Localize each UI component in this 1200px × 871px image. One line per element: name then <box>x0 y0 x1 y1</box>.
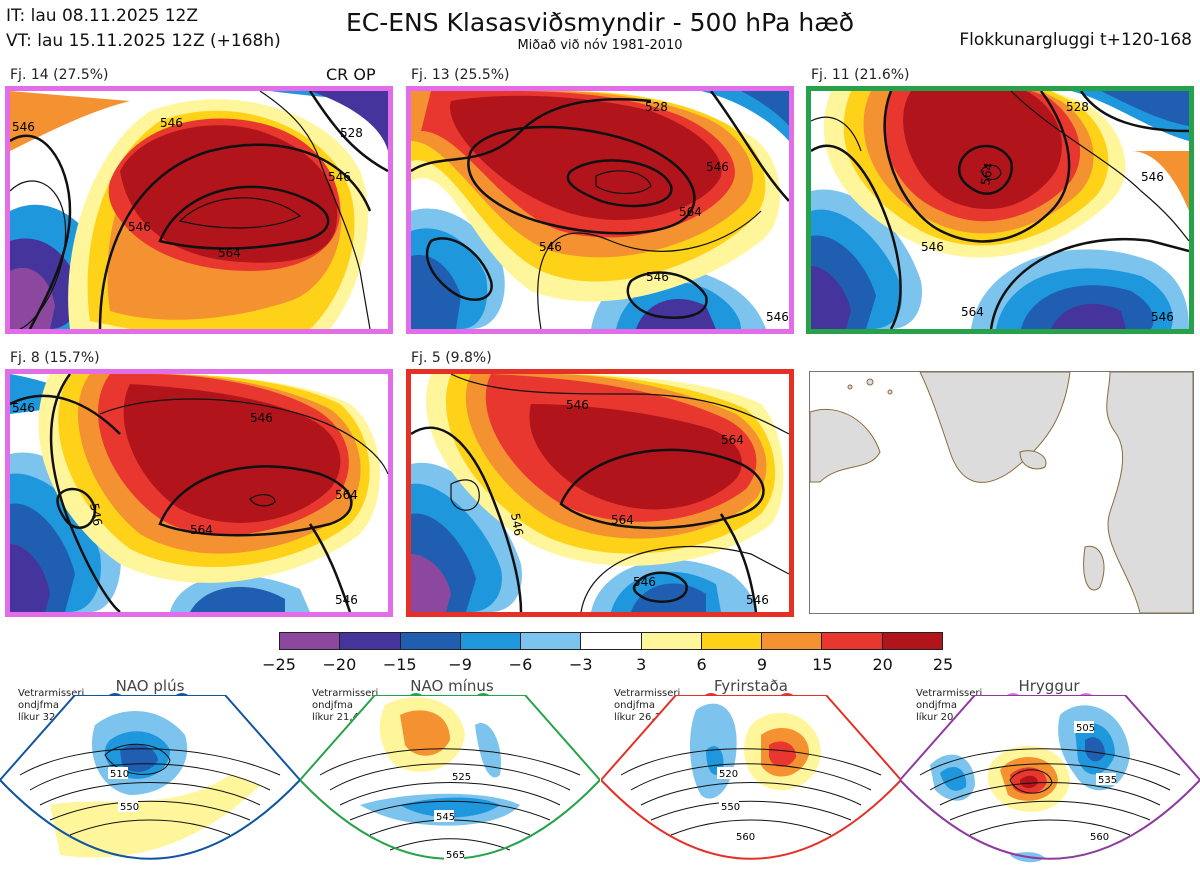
contour-label: 546 <box>921 240 944 254</box>
colorbar-tick-label: −15 <box>382 655 417 674</box>
contour-label: 546 <box>1141 170 1164 184</box>
contour-label: 525 <box>452 772 471 783</box>
regime-map-4: 505 535 560 <box>900 695 1200 863</box>
cluster-map-1: 546 546 546 564 528 546 <box>5 86 393 334</box>
colorbar-tick-label: 25 <box>932 655 954 674</box>
colorbar-tick-label: −25 <box>262 655 296 674</box>
colorbar-tick-label: −6 <box>508 655 533 674</box>
contour-label: 546 <box>766 310 789 324</box>
colorbar-segment <box>340 633 401 649</box>
contour-label: 564 <box>679 205 702 219</box>
contour-label: 546 <box>335 593 358 607</box>
contour-label: 546 <box>12 401 35 415</box>
contour-label: 535 <box>1098 775 1117 786</box>
contour-label: 528 <box>645 100 668 114</box>
cluster-map-2: 546 528 564 546 546 546 <box>406 86 794 334</box>
colorbar-tick-label: 15 <box>812 655 833 674</box>
contour-label: 528 <box>1066 100 1089 114</box>
contour-label: 550 <box>120 802 139 813</box>
cluster-label-3: Fj. 11 (21.6%) <box>811 67 910 83</box>
regime-title-2: NAO mínus <box>410 677 494 695</box>
cluster-map-3: 564 546 528 546 564 546 <box>806 86 1194 334</box>
regime-info-1: Vetrarmisseri ondjfma líkur 32,3% <box>18 688 85 723</box>
contour-label: 564 <box>190 523 213 537</box>
contour-label: 546 <box>646 270 669 284</box>
colorbar-segment <box>460 633 522 649</box>
colorbar-segment <box>280 633 341 649</box>
colorbar-tick-label: 20 <box>872 655 893 674</box>
regime-map-1: 510 550 <box>0 695 300 860</box>
contour-label: 546 <box>12 120 35 134</box>
contour-label: 505 <box>1076 723 1095 734</box>
regime-map-2: 525 545 565 <box>300 695 600 861</box>
contour-label: 520 <box>719 769 738 780</box>
contour-label: 510 <box>110 769 129 780</box>
contour-label: 546 <box>746 593 769 607</box>
contour-label: 546 <box>633 575 656 589</box>
contour-label: 564 <box>961 305 984 319</box>
colorbar-segment <box>400 633 461 649</box>
cluster-label-1: Fj. 14 (27.5%) <box>10 67 109 83</box>
contour-label: 564 <box>335 488 358 502</box>
regime-info-4: Vetrarmisseri ondjfma líkur 20,2% <box>916 688 983 723</box>
colorbar <box>279 632 943 650</box>
contour-label: 528 <box>340 126 363 140</box>
cluster-tag-1: CR OP <box>326 65 376 84</box>
contour-label: 546 <box>566 398 589 412</box>
contour-label: 545 <box>436 812 455 823</box>
cluster-label-4: Fj. 8 (15.7%) <box>10 350 100 366</box>
colorbar-tick-label: −9 <box>448 655 472 674</box>
page-subtitle: Miðað við nóv 1981-2010 <box>517 38 683 53</box>
colorbar-segment <box>822 633 883 649</box>
contour-label: 546 <box>250 411 273 425</box>
contour-label: 560 <box>736 832 755 843</box>
contour-label: 564 <box>721 433 744 447</box>
colorbar-tick-label: 9 <box>756 655 767 674</box>
colorbar-tick-label: −20 <box>322 655 357 674</box>
colorbar-tick-label: 3 <box>636 655 647 674</box>
contour-label: 546 <box>706 160 729 174</box>
contour-label: 564 <box>611 513 634 527</box>
initial-time: IT: lau 08.11.2025 12Z <box>6 6 198 26</box>
colorbar-tick-label: −3 <box>569 655 593 674</box>
colorbar-tick-label: 6 <box>696 655 707 674</box>
colorbar-segment <box>882 633 942 649</box>
regime-info-2: Vetrarmisseri ondjfma líkur 21,4% <box>312 688 379 723</box>
cluster-label-5: Fj. 5 (9.8%) <box>411 350 492 366</box>
contour-label: 546 <box>87 502 105 527</box>
page-title: EC-ENS Klasasviðsmyndir - 500 hPa hæð <box>345 8 855 37</box>
contour-label: 546 <box>508 512 526 537</box>
cluster-map-5: 546 546 564 564 546 546 <box>406 369 794 617</box>
regime-title-3: Fyrirstaða <box>714 677 788 695</box>
contour-label: 550 <box>721 802 740 813</box>
valid-time: VT: lau 15.11.2025 12Z (+168h) <box>6 31 281 51</box>
contour-label: 564 <box>978 162 996 187</box>
colorbar-segment <box>762 633 823 649</box>
header-dates: IT: lau 08.11.2025 12Z VT: lau 15.11.202… <box>6 4 281 54</box>
contour-label: 546 <box>160 116 183 130</box>
contour-label: 564 <box>218 246 241 260</box>
colorbar-segment <box>641 633 702 649</box>
colorbar-segment <box>521 633 582 649</box>
contour-label: 546 <box>128 220 151 234</box>
clustering-window: Flokkunargluggi t+120-168 <box>959 30 1192 50</box>
cluster-map-4: 546 546 564 564 546 546 <box>5 369 393 617</box>
contour-label: 560 <box>1090 832 1109 843</box>
colorbar-segment <box>701 633 763 649</box>
cluster-label-2: Fj. 13 (25.5%) <box>411 67 510 83</box>
contour-label: 565 <box>446 850 465 861</box>
regime-title-1: NAO plús <box>115 677 185 695</box>
contour-label: 546 <box>1151 310 1174 324</box>
regime-map-3: 520 550 560 <box>601 695 901 860</box>
contour-label: 546 <box>328 170 351 184</box>
regime-title-4: Hryggur <box>1018 677 1080 695</box>
regime-info-3: Vetrarmisseri ondjfma líkur 26,1% <box>614 688 681 723</box>
contour-label: 546 <box>539 240 562 254</box>
colorbar-segment <box>581 633 642 649</box>
base-map <box>809 371 1194 614</box>
regime-row: Vetrarmisseri ondjfma líkur 32,3% NAO plús… <box>0 675 1200 871</box>
